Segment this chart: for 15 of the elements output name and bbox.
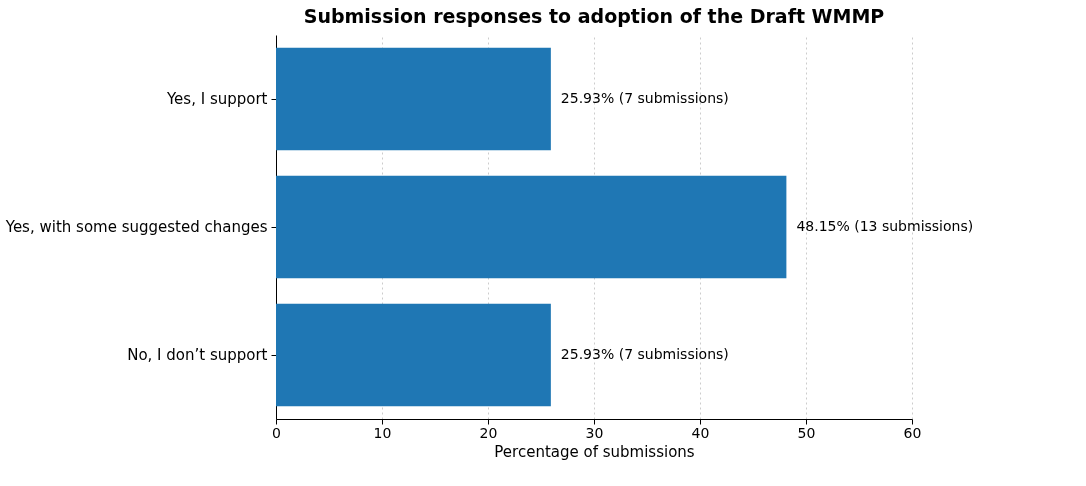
data-label: 48.15% (13 submissions) bbox=[796, 218, 974, 234]
y-tick-label: Yes, with some suggested changes bbox=[4, 218, 268, 236]
x-tick-label: 40 bbox=[691, 424, 710, 441]
x-tick-label: 0 bbox=[272, 424, 281, 441]
x-tick-label: 60 bbox=[903, 424, 922, 441]
x-tick-label: 10 bbox=[373, 424, 392, 441]
chart-title: Submission responses to adoption of the Draft WMMP bbox=[303, 5, 885, 27]
y-tick-label: No, I don’t support bbox=[127, 346, 268, 364]
data-label: 25.93% (7 submissions) bbox=[560, 346, 729, 362]
x-axis-title: Percentage of submissions bbox=[494, 442, 695, 461]
y-tick-label: Yes, I support bbox=[165, 90, 268, 108]
x-tick-label: 20 bbox=[479, 424, 498, 441]
x-tick-label: 30 bbox=[585, 424, 604, 441]
x-tick-label: 50 bbox=[797, 424, 816, 441]
data-label: 25.93% (7 submissions) bbox=[560, 90, 729, 106]
